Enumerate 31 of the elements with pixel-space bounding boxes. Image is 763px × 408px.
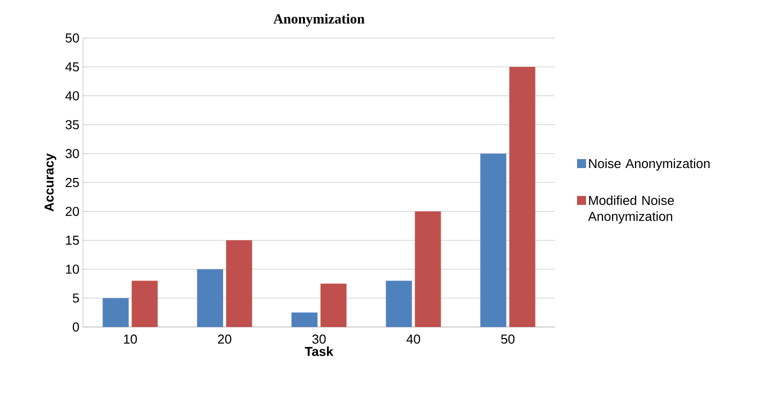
y-tick-label: 50 xyxy=(66,33,79,43)
legend-label: Modified Noise Anonymization xyxy=(588,195,674,224)
y-tick-label: 5 xyxy=(72,294,79,303)
bar xyxy=(480,154,506,327)
y-tick-label: 15 xyxy=(66,236,79,245)
y-tick-label: 10 xyxy=(66,264,79,274)
chart-title: Anonymization xyxy=(273,14,365,27)
y-tick-label: 25 xyxy=(66,178,79,188)
bar xyxy=(226,240,252,327)
x-tick-label: 30 xyxy=(312,334,326,344)
bar xyxy=(132,280,158,327)
x-tick-label: 50 xyxy=(501,334,514,344)
y-tick-label: 30 xyxy=(66,149,79,158)
bar xyxy=(414,211,441,327)
y-tick-label: 35 xyxy=(66,120,79,130)
bar xyxy=(509,66,536,327)
bar xyxy=(386,280,412,327)
x-tick-label: 10 xyxy=(124,334,137,344)
y-tick-label: 20 xyxy=(66,206,79,216)
y-tick-label: 40 xyxy=(65,91,79,100)
y-tick-label: 45 xyxy=(65,62,79,72)
y-tick-label: 0 xyxy=(72,322,79,332)
bar xyxy=(320,284,346,327)
bar xyxy=(102,298,129,327)
y-axis-title: Accuracy xyxy=(44,153,56,212)
legend-label: Noise Anonymization xyxy=(589,158,710,171)
bar xyxy=(197,269,224,327)
bar xyxy=(292,312,318,327)
x-tick-label: 20 xyxy=(218,334,232,344)
x-tick-label: 40 xyxy=(406,334,420,344)
x-axis-title: Task xyxy=(304,346,334,356)
